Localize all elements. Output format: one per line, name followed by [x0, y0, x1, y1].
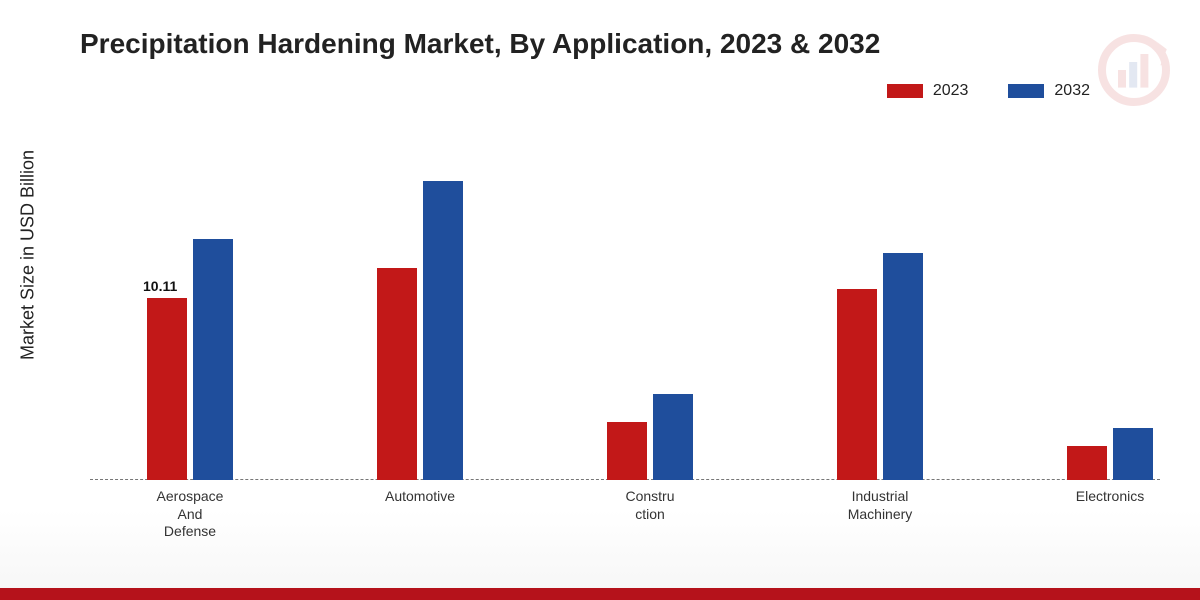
bar-group-aerospace: 10.11 Aerospace And Defense [130, 239, 250, 480]
y-axis-label: Market Size in USD Billion [18, 150, 39, 360]
bar-group-construction: Constru ction [590, 394, 710, 480]
bar-2023-aerospace [147, 298, 187, 480]
bar-2032-construction [653, 394, 693, 480]
bar-2032-electronics [1113, 428, 1153, 480]
x-category-aerospace: Aerospace And Defense [157, 488, 224, 541]
footer-accent-bar [0, 588, 1200, 600]
legend-label-2023: 2023 [933, 82, 969, 100]
logo-bar-2 [1129, 62, 1137, 88]
bar-group-automotive: Automotive [360, 181, 480, 480]
brand-logo-watermark [1090, 30, 1170, 110]
legend-swatch-2023 [887, 84, 923, 98]
bar-2023-industrial [837, 289, 877, 480]
bar-group-industrial: Industrial Machinery [820, 253, 940, 480]
x-category-construction: Constru ction [625, 488, 674, 523]
legend-item-2023: 2023 [887, 82, 969, 100]
bar-2032-industrial [883, 253, 923, 480]
x-category-automotive: Automotive [385, 488, 455, 506]
bar-value-label-aerospace-2023: 10.11 [143, 278, 177, 294]
x-category-electronics: Electronics [1076, 488, 1144, 506]
bar-2023-electronics [1067, 446, 1107, 480]
bar-2023-construction [607, 422, 647, 480]
bar-group-electronics: Electronics [1050, 428, 1170, 480]
legend-swatch-2032 [1008, 84, 1044, 98]
bar-2023-automotive [377, 268, 417, 480]
legend-item-2032: 2032 [1008, 82, 1090, 100]
chart-area: 10.11 Aerospace And Defense Automotive C… [90, 120, 1160, 480]
legend-label-2032: 2032 [1054, 82, 1090, 100]
logo-bar-3 [1140, 54, 1148, 88]
page: Precipitation Hardening Market, By Appli… [0, 0, 1200, 600]
x-category-industrial: Industrial Machinery [848, 488, 913, 523]
logo-bar-1 [1118, 70, 1126, 88]
chart-title: Precipitation Hardening Market, By Appli… [80, 28, 880, 60]
bar-2032-automotive [423, 181, 463, 480]
legend: 2023 2032 [887, 82, 1090, 100]
bar-2032-aerospace [193, 239, 233, 480]
